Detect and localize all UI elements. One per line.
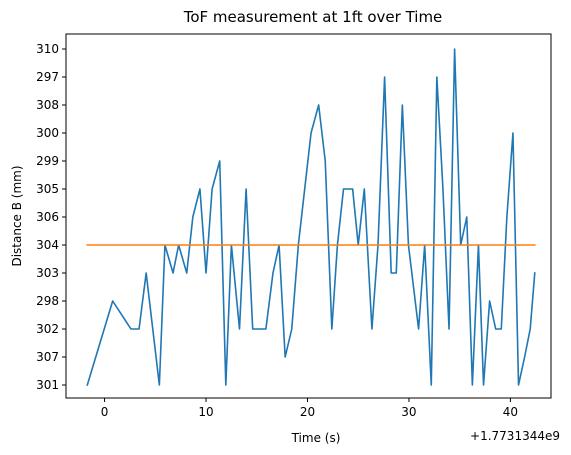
y-axis-label: Distance B (mm) — [10, 165, 24, 266]
series-layer — [86, 48, 536, 386]
y-tick-label: 303 — [36, 266, 59, 280]
y-tick-label: 308 — [36, 98, 59, 112]
y-axis: 301 307 302 298 303 304 306 305 299 300 308 297 310 — [36, 42, 66, 392]
series-line-measurement — [86, 48, 536, 386]
y-tick-label: 298 — [36, 294, 59, 308]
y-tick-label: 297 — [36, 70, 59, 84]
x-axis: 0 10 20 30 40 — [101, 398, 518, 419]
chart-title: ToF measurement at 1ft over Time — [183, 8, 443, 26]
y-tick-label: 305 — [36, 182, 59, 196]
x-tick-label: 0 — [101, 405, 109, 419]
y-tick-label: 302 — [36, 322, 59, 336]
x-tick-label: 40 — [503, 405, 518, 419]
x-offset-label: +1.7731344e9 — [470, 429, 560, 443]
x-tick-label: 30 — [401, 405, 416, 419]
y-tick-label: 300 — [36, 126, 59, 140]
y-tick-label: 306 — [36, 210, 59, 224]
y-tick-label: 304 — [36, 238, 59, 252]
y-tick-label: 301 — [36, 378, 59, 392]
x-tick-label: 20 — [300, 405, 315, 419]
y-tick-label: 310 — [36, 42, 59, 56]
y-tick-label: 299 — [36, 154, 59, 168]
x-tick-label: 10 — [198, 405, 213, 419]
y-tick-label: 307 — [36, 350, 59, 364]
plot-frame — [65, 33, 552, 399]
x-axis-label: Time (s) — [291, 431, 341, 445]
